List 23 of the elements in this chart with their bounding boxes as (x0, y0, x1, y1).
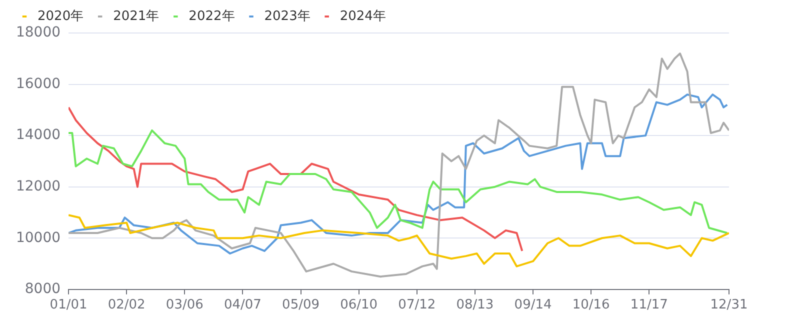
y-tick-label: 8000 (24, 281, 61, 298)
x-tick-label: 06/10 (340, 298, 378, 313)
x-tick-label: 03/06 (166, 298, 204, 313)
legend-label: 2020年 (38, 8, 84, 24)
y-tick-label: 16000 (16, 76, 61, 92)
x-tick-label: 09/14 (514, 298, 552, 313)
x-tick-label: 12/31 (710, 298, 748, 313)
y-tick-label: 18000 (16, 24, 61, 41)
legend-label: 2023年 (264, 8, 310, 24)
x-tick-label: 01/01 (50, 298, 88, 313)
x-tick-label: 08/13 (456, 298, 494, 313)
legend-label: 2024年 (340, 8, 386, 24)
x-tick-label: 02/02 (108, 298, 146, 313)
x-tick-label: 05/09 (282, 298, 320, 313)
y-tick-label: 12000 (16, 178, 61, 194)
x-tick-label: 11/17 (630, 298, 668, 313)
legend-label: 2022年 (188, 8, 235, 24)
x-tick-label: 04/07 (224, 298, 262, 313)
x-tick-label: 07/12 (398, 298, 436, 313)
legend-label: 2021年 (113, 8, 160, 24)
y-tick-label: 10000 (16, 230, 61, 246)
y-tick-label: 14000 (16, 127, 61, 144)
x-tick-label: 10/16 (572, 298, 610, 313)
